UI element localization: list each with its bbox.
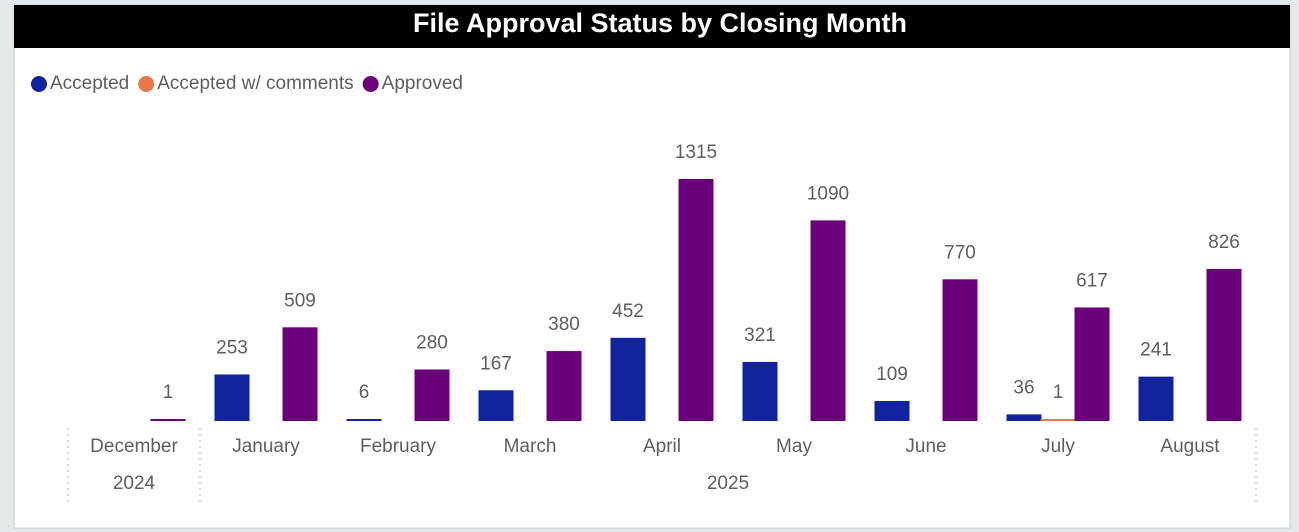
bar <box>1006 414 1042 421</box>
data-label: 770 <box>944 242 976 263</box>
bar <box>282 327 318 421</box>
legend-label: Accepted w/ comments <box>157 73 353 94</box>
x-tick-label: December <box>90 436 178 457</box>
bar <box>1138 376 1174 421</box>
legend-marker <box>138 76 155 92</box>
data-label: 280 <box>416 332 448 353</box>
bar <box>1074 307 1110 421</box>
x-tick-label: February <box>360 436 437 457</box>
legend-label: Approved <box>382 73 463 94</box>
x-tick-label: August <box>1160 436 1220 457</box>
bar <box>874 400 910 421</box>
x-tick-label: April <box>643 436 681 457</box>
bar <box>214 374 250 421</box>
x-tick-label: May <box>776 436 812 457</box>
bar <box>1040 419 1076 421</box>
x-tick-label: June <box>905 436 946 457</box>
bar <box>546 351 582 421</box>
bar <box>478 390 514 421</box>
data-label: 380 <box>548 314 580 335</box>
data-label: 509 <box>284 290 316 311</box>
x-group-label: 2025 <box>707 473 749 494</box>
chart-title: File Approval Status by Closing Month <box>413 8 907 38</box>
x-tick-label: March <box>504 436 557 457</box>
bar <box>150 419 186 421</box>
bar <box>678 179 714 421</box>
data-label: 617 <box>1076 270 1108 291</box>
bar <box>346 419 382 421</box>
card <box>13 4 1291 529</box>
data-label: 167 <box>480 353 512 374</box>
data-label: 6 <box>359 382 370 403</box>
bar <box>742 361 778 421</box>
data-label: 1315 <box>675 142 717 163</box>
bar <box>942 279 978 421</box>
data-label: 109 <box>876 364 908 385</box>
bar <box>1206 268 1242 421</box>
legend-marker <box>362 76 379 92</box>
data-label: 241 <box>1140 340 1172 361</box>
data-label: 253 <box>216 337 248 358</box>
data-label: 1 <box>1053 382 1064 403</box>
bar <box>610 337 646 421</box>
title-bar <box>14 5 1290 48</box>
legend-marker <box>31 76 47 92</box>
legend-label: Accepted <box>50 73 129 94</box>
x-group-label: 2024 <box>113 473 156 494</box>
x-tick-label: July <box>1041 436 1075 457</box>
bar <box>810 220 846 421</box>
data-label: 826 <box>1208 232 1240 253</box>
data-label: 36 <box>1013 377 1034 398</box>
data-label: 452 <box>612 301 644 322</box>
bar <box>414 369 450 421</box>
x-tick-label: January <box>232 436 300 457</box>
data-label: 1090 <box>807 183 849 204</box>
data-label: 1 <box>163 382 174 403</box>
data-label: 321 <box>744 325 776 346</box>
